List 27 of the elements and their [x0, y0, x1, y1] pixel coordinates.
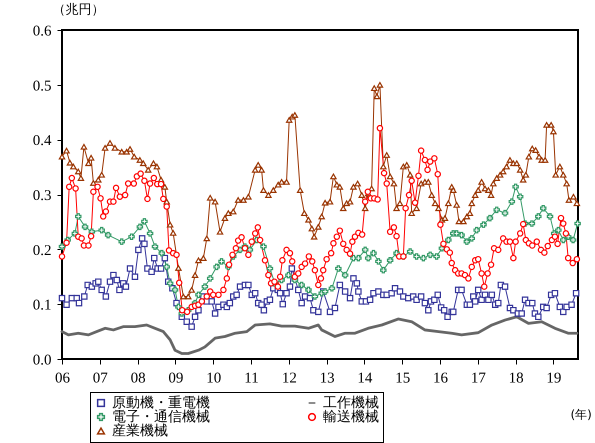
x-tick-label: 16 — [433, 370, 449, 386]
legend-label: 原動機・重電機 — [112, 395, 210, 411]
x-tick-label: 14 — [357, 370, 373, 386]
x-tick-label: 09 — [168, 370, 184, 386]
x-axis-title: (年) — [570, 408, 592, 422]
x-tick-label: 19 — [546, 370, 562, 386]
y-tick-label: 0.2 — [32, 242, 52, 259]
x-tick-label: 18 — [508, 370, 524, 386]
legend-label: 輸送機械 — [323, 409, 379, 425]
x-tick-label: 10 — [206, 370, 222, 386]
y-axis-title: （兆円） — [52, 2, 104, 18]
legend-label: 産業機械 — [112, 423, 168, 439]
y-tick-label: 0.0 — [32, 352, 52, 368]
x-tick-label: 13 — [320, 370, 335, 386]
x-tick-label: 11 — [244, 370, 259, 386]
y-tick-label: 0.6 — [32, 24, 52, 40]
y-tick-label: 0.4 — [32, 133, 52, 150]
legend-label: 工作機械 — [323, 395, 379, 411]
x-tick-label: 15 — [395, 370, 410, 386]
y-tick-label: 0.3 — [32, 188, 52, 204]
x-tick-label: 07 — [92, 370, 108, 386]
x-tick-label: 12 — [282, 370, 297, 386]
x-tick-label: 17 — [470, 370, 486, 386]
y-tick-label: 0.5 — [32, 78, 52, 94]
x-tick-label: 06 — [55, 370, 70, 386]
x-tick-label: 08 — [130, 370, 146, 386]
y-tick-label: 0.1 — [32, 298, 52, 314]
